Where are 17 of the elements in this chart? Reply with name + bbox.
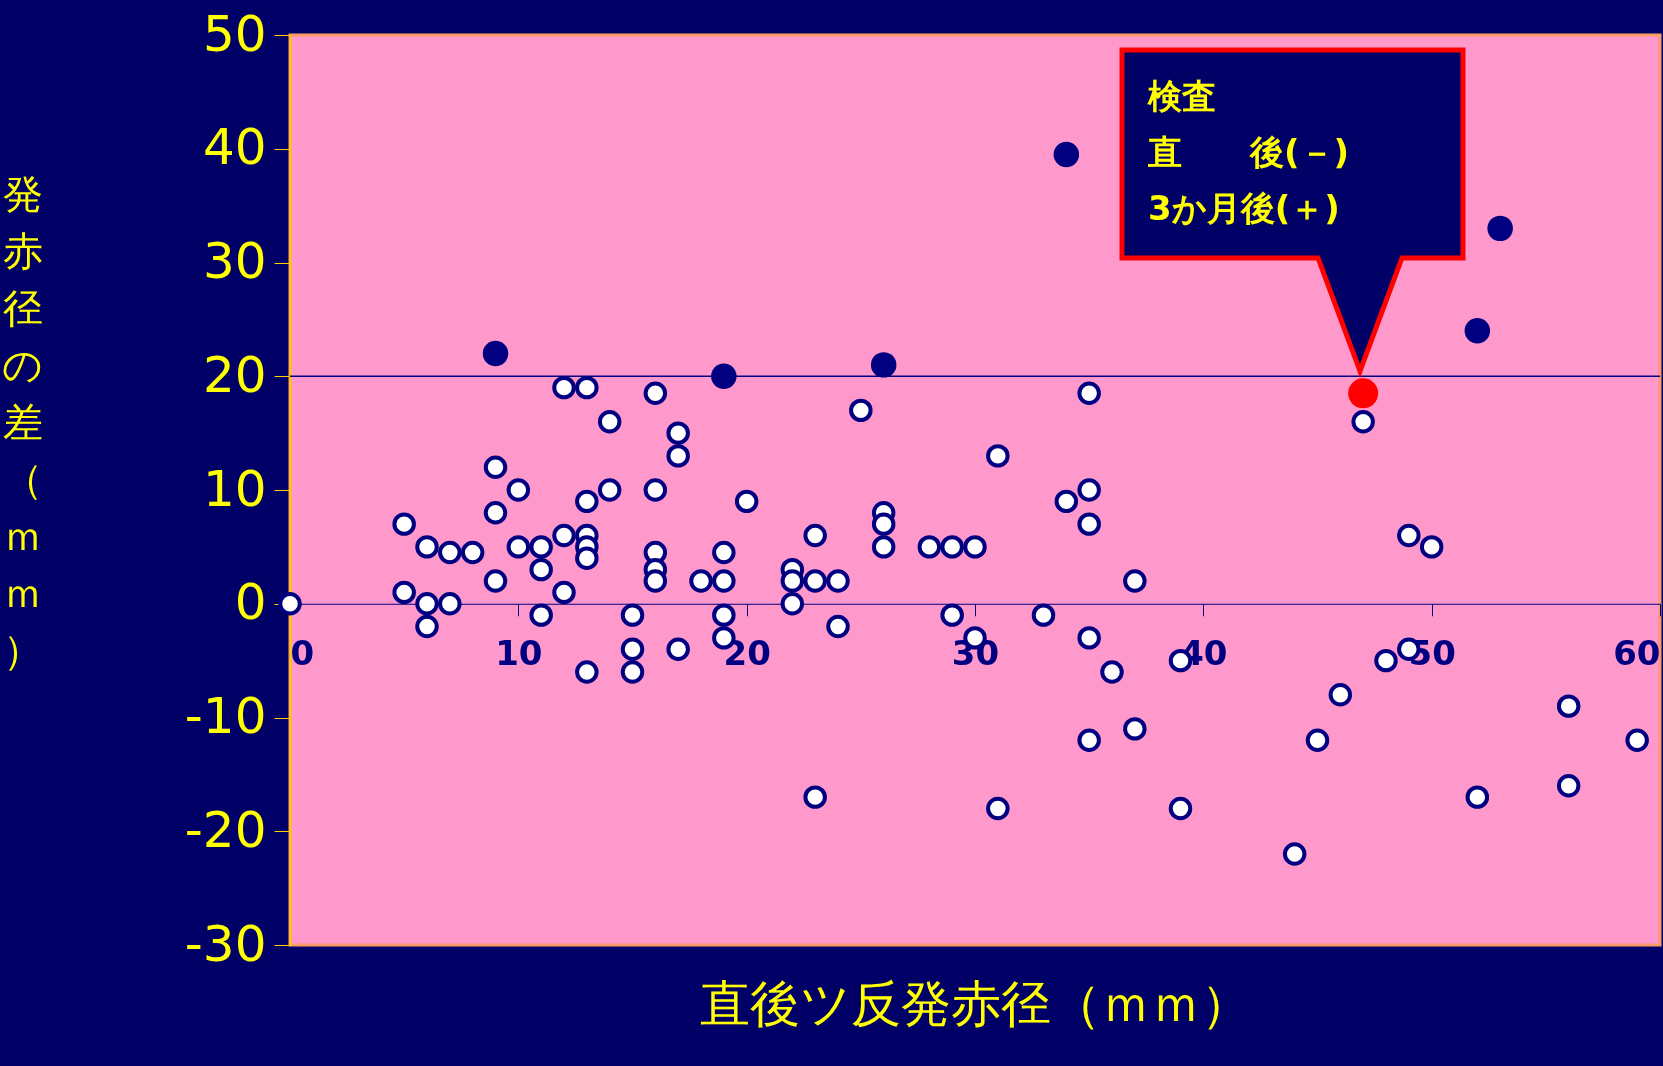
y-tick-label: -30: [184, 914, 267, 973]
y-tick-label: -20: [184, 800, 267, 859]
y-tick-label: 20: [202, 345, 267, 404]
y-tick-label: 0: [234, 573, 267, 632]
y-tick-label: 30: [202, 232, 267, 290]
text: 発赤径の差（ｍｍ）: [2, 170, 43, 673]
y-tick-label: 50: [202, 4, 267, 63]
annotation: 3か月後(＋): [1148, 187, 1340, 230]
x-tick-label: 10: [495, 633, 543, 674]
y-tick-label: 40: [202, 118, 267, 177]
x-tick-label: 60: [1613, 633, 1661, 674]
x-tick-label: 0: [290, 633, 315, 674]
y-tick-label: -10: [184, 687, 267, 745]
annotation: 検査: [1148, 75, 1216, 118]
x-axis-title: 直後ツ反発赤径（ｍｍ）: [700, 974, 1251, 1033]
annotation: 直 後(－): [1148, 131, 1350, 174]
y-tick-label: 10: [202, 459, 267, 518]
